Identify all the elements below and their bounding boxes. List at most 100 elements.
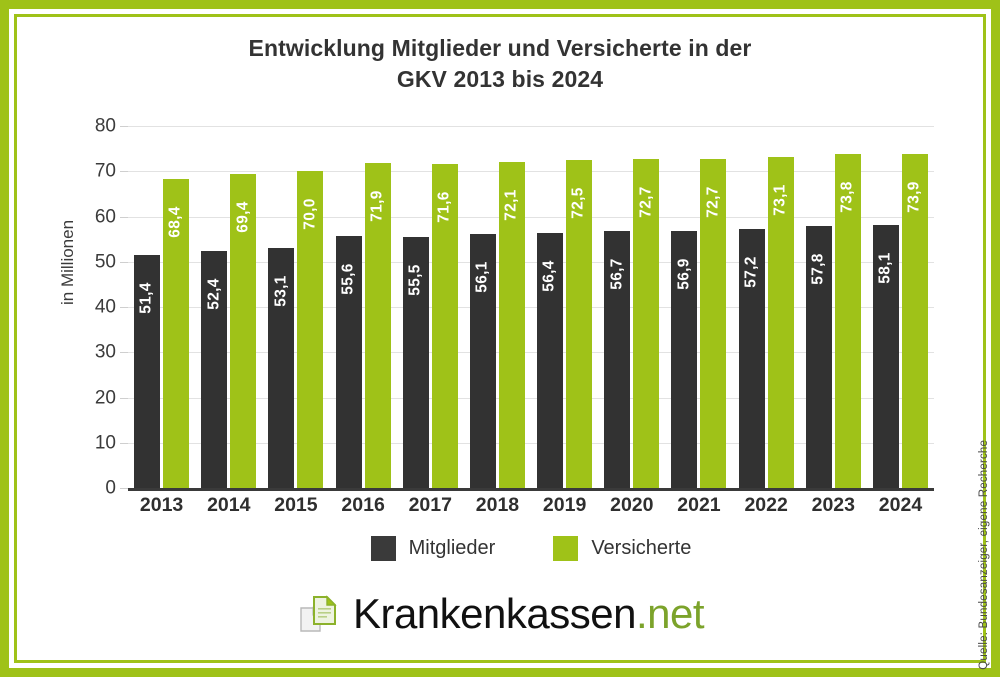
bar-value-label: 57,8 [809, 253, 827, 286]
x-tick-label-2021: 2021 [677, 494, 721, 516]
x-tick-label-2014: 2014 [207, 494, 251, 516]
legend-label: Mitglieder [408, 537, 496, 559]
bar-versicherte-2021[interactable]: 72,7 [700, 159, 727, 488]
bar-group-2020: 56,7 72,7 [598, 126, 665, 488]
logo-tld: .net [635, 590, 705, 637]
bar-group-2021: 56,9 72,7 [665, 126, 732, 488]
bar-group-2023: 57,8 73,8 [800, 126, 867, 488]
x-axis: 2013 2014 2015 2016 2017 2018 2019 2020 2021 2022… [128, 494, 934, 517]
site-logo[interactable]: Krankenkassen.net [0, 592, 1000, 636]
bar-mitglieder-2022[interactable]: 57,2 [738, 229, 765, 488]
y-tick-label: 30 [94, 341, 116, 363]
bar-group-2013: 51,4 68,4 [128, 126, 195, 488]
bar-group-2022: 57,2 73,1 [733, 126, 800, 488]
y-tick-label: 50 [94, 251, 116, 273]
bar-group-2019: 56,4 72,5 [531, 126, 598, 488]
y-tick-mark [120, 352, 128, 354]
bar-mitglieder-2014[interactable]: 52,4 [201, 250, 228, 488]
bar-versicherte-2019[interactable]: 72,5 [566, 159, 593, 488]
bar-mitglieder-2020[interactable]: 56,7 [604, 231, 631, 488]
page-title-line-2: GKV 2013 bis 2024 [396, 66, 604, 93]
y-tick-mark [120, 307, 128, 308]
bar-mitglieder-2023[interactable]: 57,8 [805, 226, 832, 488]
legend-swatch [370, 536, 396, 561]
logo-text: Krankenkassen.net [352, 590, 705, 637]
bar-value-label: 56,4 [541, 260, 559, 292]
bar-value-label: 55,5 [406, 264, 424, 296]
logo-brand: Krankenkassen [352, 590, 637, 637]
bar-mitglieder-2018[interactable]: 56,1 [469, 234, 496, 488]
bar-versicherte-2015[interactable]: 70,0 [297, 171, 324, 488]
bar-versicherte-2016[interactable]: 71,9 [364, 162, 391, 488]
bar-value-label: 72,7 [704, 186, 722, 218]
bar-value-label: 53,1 [272, 275, 290, 307]
documents-icon [296, 592, 340, 636]
bar-versicherte-2014[interactable]: 69,4 [230, 173, 257, 488]
bar-versicherte-2024[interactable]: 73,9 [901, 153, 928, 488]
x-tick-label-2017: 2017 [408, 494, 452, 516]
bar-value-label: 72,5 [570, 187, 588, 219]
bar-versicherte-2022[interactable]: 73,1 [767, 157, 794, 488]
gridline [128, 442, 934, 444]
x-tick-label-2019: 2019 [542, 494, 587, 516]
gridline [128, 307, 934, 308]
y-tick-label: 80 [94, 115, 116, 137]
y-tick-mark [120, 126, 128, 127]
bar-value-label: 71,9 [368, 189, 386, 222]
legend-item-versicherte[interactable]: Versicherte [553, 536, 691, 561]
y-tick-label: 0 [105, 477, 116, 499]
chart-legend: Mitglieder Versicherte [128, 536, 934, 561]
bar-mitglieder-2017[interactable]: 55,5 [402, 236, 429, 488]
bar-value-label: 73,1 [771, 184, 789, 216]
bar-value-label: 56,7 [608, 258, 626, 291]
x-tick-label-2020: 2020 [610, 494, 654, 516]
gridline [128, 261, 934, 263]
gridline [128, 397, 934, 399]
y-tick-mark [120, 216, 128, 218]
bar-versicherte-2020[interactable]: 72,7 [633, 159, 660, 488]
legend-swatch [553, 536, 579, 561]
bar-versicherte-2013[interactable]: 68,4 [163, 178, 190, 488]
x-tick-label-2016: 2016 [341, 494, 385, 516]
bar-mitglieder-2016[interactable]: 55,6 [335, 236, 362, 488]
x-axis-line [128, 488, 934, 491]
page-title-line-1: Entwicklung Mitglieder und Versicherte i… [248, 35, 752, 61]
bar-value-label: 56,1 [473, 261, 491, 293]
y-tick-mark [120, 442, 128, 444]
page-title: Entwicklung Mitglieder und Versicherte i… [120, 33, 880, 95]
bar-value-label: 72,1 [502, 189, 520, 221]
bar-value-label: 57,2 [742, 256, 760, 288]
bar-value-label: 73,8 [838, 181, 856, 213]
bar-groups: 51,4 68,4 52,4 69,4 53,1 70,0 55,6 71,9 55,5 71,6… [128, 126, 934, 488]
bar-mitglieder-2021[interactable]: 56,9 [671, 230, 698, 488]
bar-value-label: 55,6 [339, 263, 357, 296]
gridline [128, 216, 934, 218]
y-tick-label: 70 [94, 160, 116, 182]
bar-mitglieder-2015[interactable]: 53,1 [268, 247, 295, 488]
bar-mitglieder-2019[interactable]: 56,4 [537, 232, 564, 488]
plot-area: 0 10 20 30 40 50 60 70 80 51,4 68,4 52,4 69,4 53,1 70… [95, 117, 934, 498]
legend-item-mitglieder[interactable]: Mitglieder [370, 536, 496, 561]
gridline [128, 126, 934, 127]
y-tick-label: 20 [94, 387, 116, 408]
legend-label: Versicherte [591, 537, 692, 559]
x-tick-label-2015: 2015 [274, 494, 318, 516]
bar-value-label: 56,9 [675, 257, 693, 290]
bar-value-label: 58,1 [876, 252, 894, 284]
bar-versicherte-2017[interactable]: 71,6 [431, 164, 458, 488]
y-tick-mark [120, 488, 128, 489]
x-tick-label-2013: 2013 [139, 494, 184, 516]
bar-value-label: 51,4 [138, 282, 156, 315]
bar-value-label: 73,9 [905, 180, 923, 213]
y-tick-mark [120, 261, 128, 263]
bar-group-2016: 55,6 71,9 [330, 126, 397, 488]
bar-mitglieder-2013[interactable]: 51,4 [134, 255, 161, 488]
gridline [128, 171, 934, 173]
bar-mitglieder-2024[interactable]: 58,1 [872, 225, 899, 488]
bar-versicherte-2023[interactable]: 73,8 [834, 154, 861, 488]
x-tick-label-2023: 2023 [811, 494, 855, 516]
bar-versicherte-2018[interactable]: 72,1 [498, 161, 525, 488]
bar-group-2018: 56,1 72,1 [464, 126, 531, 488]
y-tick-label: 40 [94, 296, 116, 318]
